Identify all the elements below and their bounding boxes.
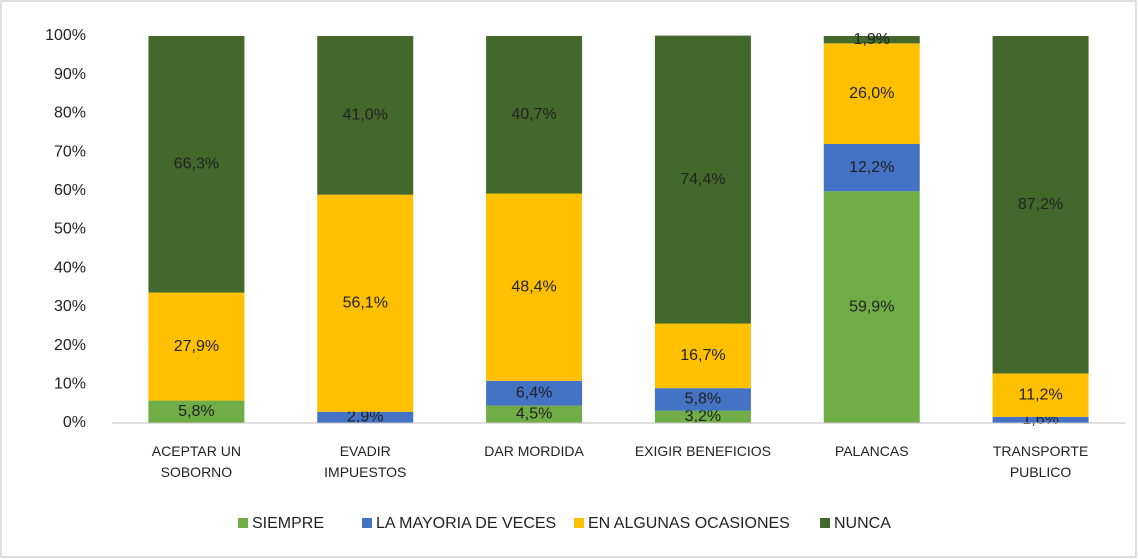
data-label: 2,9%: [347, 409, 383, 426]
x-tick-label: PALANCAS: [834, 443, 909, 459]
bar-segment: [823, 36, 920, 44]
legend-label: LA MAYORIA DE VECES: [376, 515, 556, 532]
data-label: 87,2%: [1018, 196, 1063, 213]
data-label: 4,5%: [516, 406, 552, 423]
bar-segment: [486, 405, 583, 423]
bar-segment: [486, 193, 583, 381]
data-label: 6,4%: [516, 384, 552, 401]
data-label: 27,9%: [174, 338, 219, 355]
bar-segment: [992, 416, 1089, 423]
x-tick-label: DAR MORDIDA: [484, 443, 584, 459]
bar-segment: [654, 410, 751, 423]
y-tick-label: 60%: [54, 182, 86, 199]
legend-swatch: [238, 518, 248, 528]
x-tick-label: ACEPTAR UN SOBORNO: [151, 443, 241, 480]
data-label: 11,2%: [1018, 386, 1062, 403]
bar-segment: [486, 380, 583, 406]
legend-label: NUNCA: [834, 515, 891, 532]
y-tick-label: 10%: [54, 376, 86, 393]
legend-label: EN ALGUNAS OCASIONES: [588, 515, 790, 532]
data-label: 48,4%: [511, 278, 556, 295]
data-label: 1,9%: [854, 31, 890, 48]
bar-segment: [654, 35, 751, 324]
y-tick-label: 20%: [54, 337, 86, 354]
y-tick-label: 70%: [54, 143, 86, 160]
data-label: 5,8%: [685, 391, 721, 408]
y-tick-label: 0%: [63, 414, 86, 431]
legend-swatch: [820, 518, 830, 528]
data-label: 3,2%: [685, 408, 721, 425]
y-tick-label: 100%: [45, 27, 86, 44]
bar-segment: [486, 36, 583, 194]
data-label: 66,3%: [174, 156, 219, 173]
data-label: 5,8%: [178, 403, 214, 420]
bar-segment: [654, 388, 751, 411]
legend-swatch: [574, 518, 584, 528]
y-tick-label: 30%: [54, 298, 86, 315]
bar-segment: [992, 373, 1089, 417]
y-tick-label: 50%: [54, 221, 86, 238]
bar-segment: [317, 411, 414, 423]
data-label: 26,0%: [849, 85, 894, 102]
y-tick-label: 80%: [54, 105, 86, 122]
bar-segment: [148, 400, 245, 423]
bar-segment: [823, 143, 920, 192]
data-label: 16,7%: [680, 347, 725, 364]
data-label: 40,7%: [511, 106, 556, 123]
bar-segment: [317, 194, 414, 412]
bar-segment: [992, 36, 1089, 374]
data-label: 41,0%: [343, 107, 388, 124]
x-tick-label: TRANSPORTE PUBLICO: [992, 443, 1089, 480]
bar-segment: [823, 191, 920, 423]
bar-segment: [823, 43, 920, 144]
bar-segment: [148, 36, 245, 293]
legend-swatch: [362, 518, 372, 528]
data-label: 56,1%: [343, 294, 388, 311]
bar-segment: [148, 292, 245, 401]
x-tick-label: EXIGIR BENEFICIOS: [634, 443, 771, 459]
x-tick-label: EVADIR IMPUESTOS: [324, 443, 407, 480]
legend-label: SIEMPRE: [252, 515, 324, 532]
data-label: 74,4%: [680, 171, 725, 188]
y-tick-label: 40%: [54, 259, 86, 276]
data-label: 59,9%: [849, 298, 894, 315]
data-label: 12,2%: [849, 159, 894, 176]
bar-segment: [317, 36, 414, 195]
bar-segment: [654, 323, 751, 389]
y-tick-label: 90%: [54, 66, 86, 83]
